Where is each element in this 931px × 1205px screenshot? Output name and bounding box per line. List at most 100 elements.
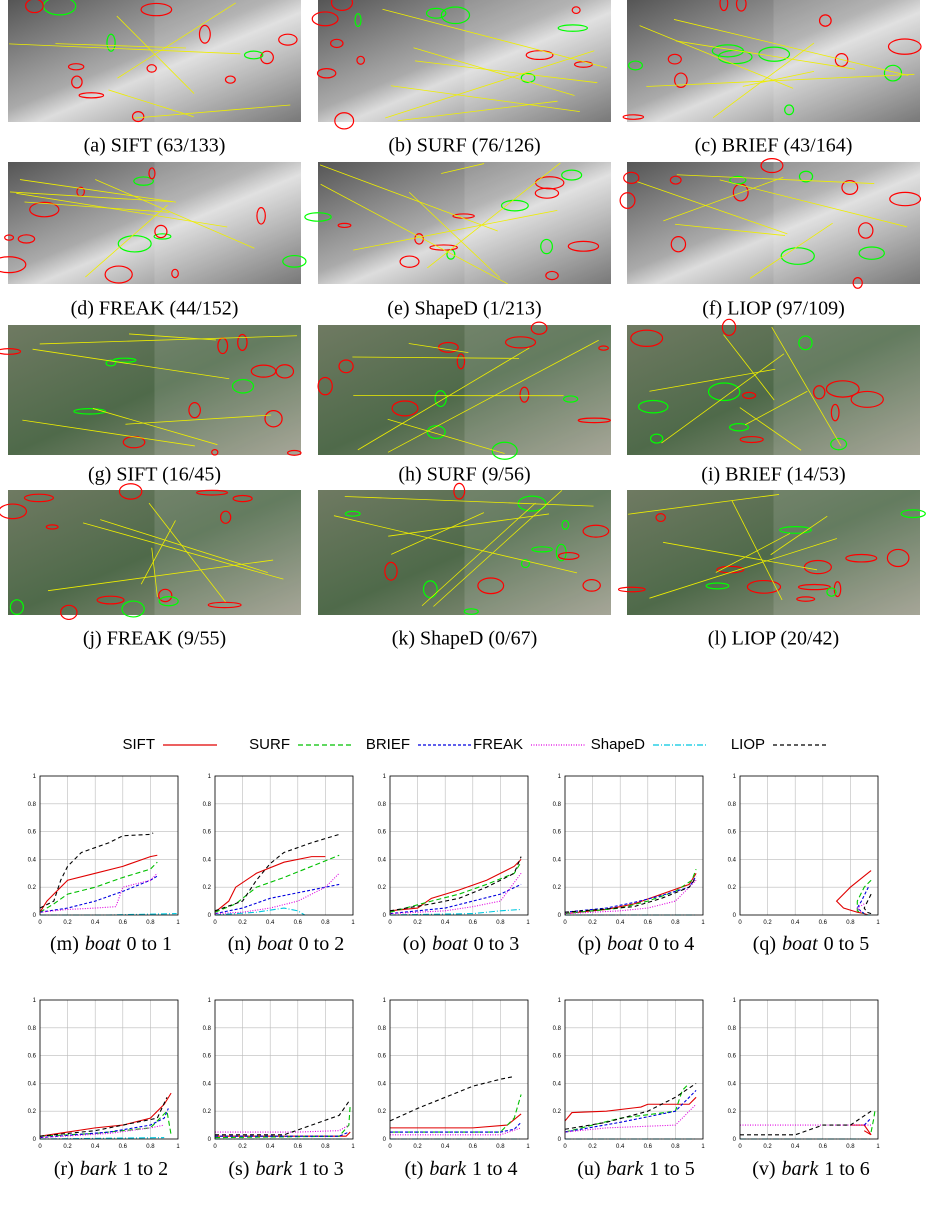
x-tick-label: 1 [351, 1144, 355, 1150]
image-caption: (h) SURF (9/56) [398, 464, 530, 486]
y-tick-label: 0 [733, 913, 737, 919]
y-tick-label: 0.6 [28, 830, 37, 836]
caption-pair: 0 to 3 [474, 933, 520, 955]
y-tick-label: 1 [33, 998, 37, 1004]
y-tick-label: 0.6 [203, 1054, 212, 1060]
y-tick-label: 0.6 [378, 830, 387, 836]
y-tick-label: 0.2 [728, 1109, 737, 1115]
image-panel [318, 483, 611, 615]
caption-pair: 1 to 3 [298, 1158, 344, 1180]
caption-pair: 0 to 1 [126, 933, 172, 955]
data-line [40, 833, 153, 908]
y-tick-label: 0 [208, 1137, 212, 1143]
chart-caption: (v)bark1 to 6 [752, 1158, 870, 1180]
x-tick-label: 0.8 [671, 920, 680, 926]
x-tick-label: 0.4 [616, 920, 625, 926]
chart-caption: (p)boat0 to 4 [578, 933, 694, 955]
caption-label: (s) [228, 1158, 249, 1180]
y-tick-label: 0.8 [553, 1026, 562, 1032]
data-line [390, 1095, 521, 1133]
legend-label: SURF [249, 736, 290, 753]
caption-label: (o) [403, 933, 426, 955]
image-caption: (g) SIFT (16/45) [88, 464, 221, 486]
data-line [40, 873, 157, 912]
data-line [390, 873, 521, 913]
y-tick-label: 0 [33, 913, 37, 919]
y-tick-label: 0.6 [553, 1054, 562, 1060]
x-tick-label: 0.4 [266, 920, 275, 926]
image-caption: (a) SIFT (63/133) [84, 135, 226, 157]
x-tick-label: 0.6 [119, 1144, 128, 1150]
data-line [40, 1093, 171, 1136]
image-panel [0, 325, 301, 455]
y-tick-label: 1 [208, 774, 212, 780]
x-tick-label: 1 [526, 1144, 530, 1150]
legend-label: LIOP [731, 736, 765, 753]
y-tick-label: 0.4 [728, 857, 737, 863]
x-tick-label: 1 [176, 920, 180, 926]
x-tick-label: 0.8 [146, 1144, 155, 1150]
data-line [864, 894, 871, 913]
x-tick-label: 0 [388, 1144, 392, 1150]
caption-dataset: boat [85, 933, 121, 955]
chart-caption: (r)bark1 to 2 [54, 1158, 168, 1180]
data-line [215, 1125, 349, 1132]
chart-caption: (m) boat0 to 1 [50, 933, 172, 955]
legend-label: SIFT [123, 736, 156, 753]
x-tick-label: 0.4 [91, 1144, 100, 1150]
x-tick-label: 0.6 [644, 920, 653, 926]
data-line [215, 855, 339, 912]
data-line [40, 855, 157, 912]
image-caption: (c) BRIEF (43/164) [695, 135, 853, 157]
x-tick-label: 0.6 [469, 1144, 478, 1150]
x-tick-label: 0 [38, 920, 42, 926]
y-tick-label: 0.8 [28, 802, 37, 808]
x-tick-label: 0.6 [644, 1144, 653, 1150]
x-tick-label: 0.2 [413, 1144, 422, 1150]
x-tick-label: 0 [563, 1144, 567, 1150]
data-line [565, 880, 696, 913]
y-tick-label: 0 [208, 913, 212, 919]
x-tick-label: 0.6 [294, 920, 303, 926]
x-tick-label: 0.4 [616, 1144, 625, 1150]
x-tick-label: 0.2 [238, 920, 247, 926]
caption-label: (m) [50, 933, 79, 955]
data-line [390, 909, 521, 915]
image-caption: (f) LIOP (97/109) [702, 298, 845, 320]
x-tick-label: 0.8 [321, 1144, 330, 1150]
legend-label: ShapeD [591, 736, 645, 753]
x-tick-label: 0 [563, 920, 567, 926]
y-tick-label: 0.2 [553, 1109, 562, 1115]
caption-pair: 1 to 6 [824, 1158, 870, 1180]
y-tick-label: 0.4 [378, 857, 387, 863]
caption-label: (p) [578, 933, 601, 955]
x-tick-label: 0.6 [819, 920, 828, 926]
data-line [215, 1132, 349, 1136]
image-panel [305, 162, 611, 284]
data-line [864, 1118, 871, 1125]
y-tick-label: 0.2 [553, 885, 562, 891]
plot-frame [740, 1000, 878, 1139]
x-tick-label: 0.6 [294, 1144, 303, 1150]
plot-frame [40, 1000, 178, 1139]
plot-frame [565, 776, 703, 915]
y-tick-label: 0.4 [553, 857, 562, 863]
data-line [215, 1104, 350, 1137]
y-tick-label: 0.6 [203, 830, 212, 836]
x-tick-label: 0.2 [63, 1144, 72, 1150]
y-tick-label: 0.2 [28, 885, 37, 891]
caption-dataset: bark [255, 1158, 293, 1180]
y-tick-label: 0 [383, 1137, 387, 1143]
x-tick-label: 0.6 [469, 920, 478, 926]
x-tick-label: 1 [876, 920, 880, 926]
y-tick-label: 0.2 [203, 885, 212, 891]
caption-dataset: boat [607, 933, 643, 955]
plot-frame [740, 776, 878, 915]
y-tick-label: 0 [383, 913, 387, 919]
image-panel [627, 319, 920, 455]
chart-caption: (u)bark1 to 5 [577, 1158, 695, 1180]
image-panel [623, 0, 921, 122]
y-tick-label: 0 [558, 913, 562, 919]
y-tick-label: 0.4 [553, 1081, 562, 1087]
x-tick-label: 0.8 [496, 920, 505, 926]
